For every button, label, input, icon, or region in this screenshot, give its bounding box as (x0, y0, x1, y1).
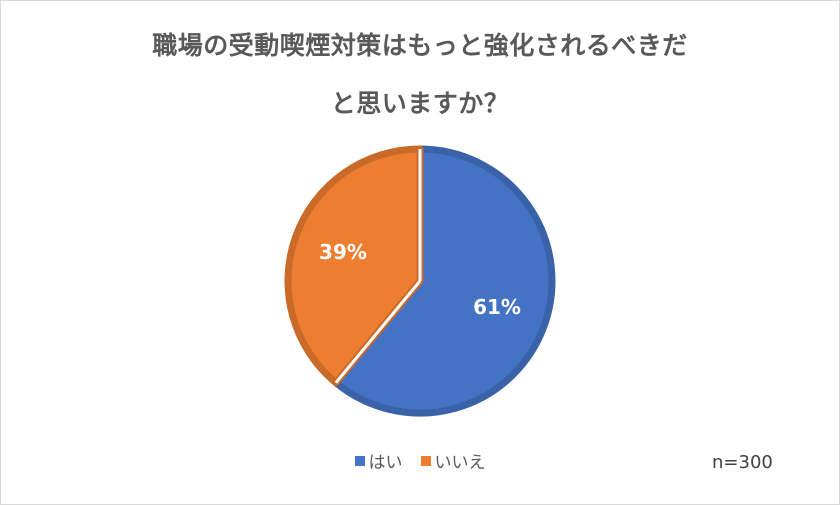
legend-label-no: いいえ (434, 453, 486, 473)
chart-title-line-1: 職場の受動喫煙対策はもっと強化されるべきだ (152, 31, 688, 60)
data-label-yes: 61% (473, 295, 521, 319)
legend-swatch-yes (354, 455, 365, 466)
sample-size-note: n=300 (712, 452, 773, 473)
chart-title-line-2: と思いますか？ (330, 89, 510, 118)
legend-item-no: いいえ (420, 448, 486, 473)
legend-label-yes: はい (368, 453, 403, 473)
legend: はい いいえ (0, 448, 840, 473)
data-label-no: 39% (319, 240, 367, 264)
legend-item-yes: はい (354, 448, 403, 473)
slice-separator (334, 280, 422, 384)
pie-slice-yes (332, 145, 556, 417)
legend-swatch-no (420, 455, 431, 466)
pie-slice-no (284, 145, 424, 387)
